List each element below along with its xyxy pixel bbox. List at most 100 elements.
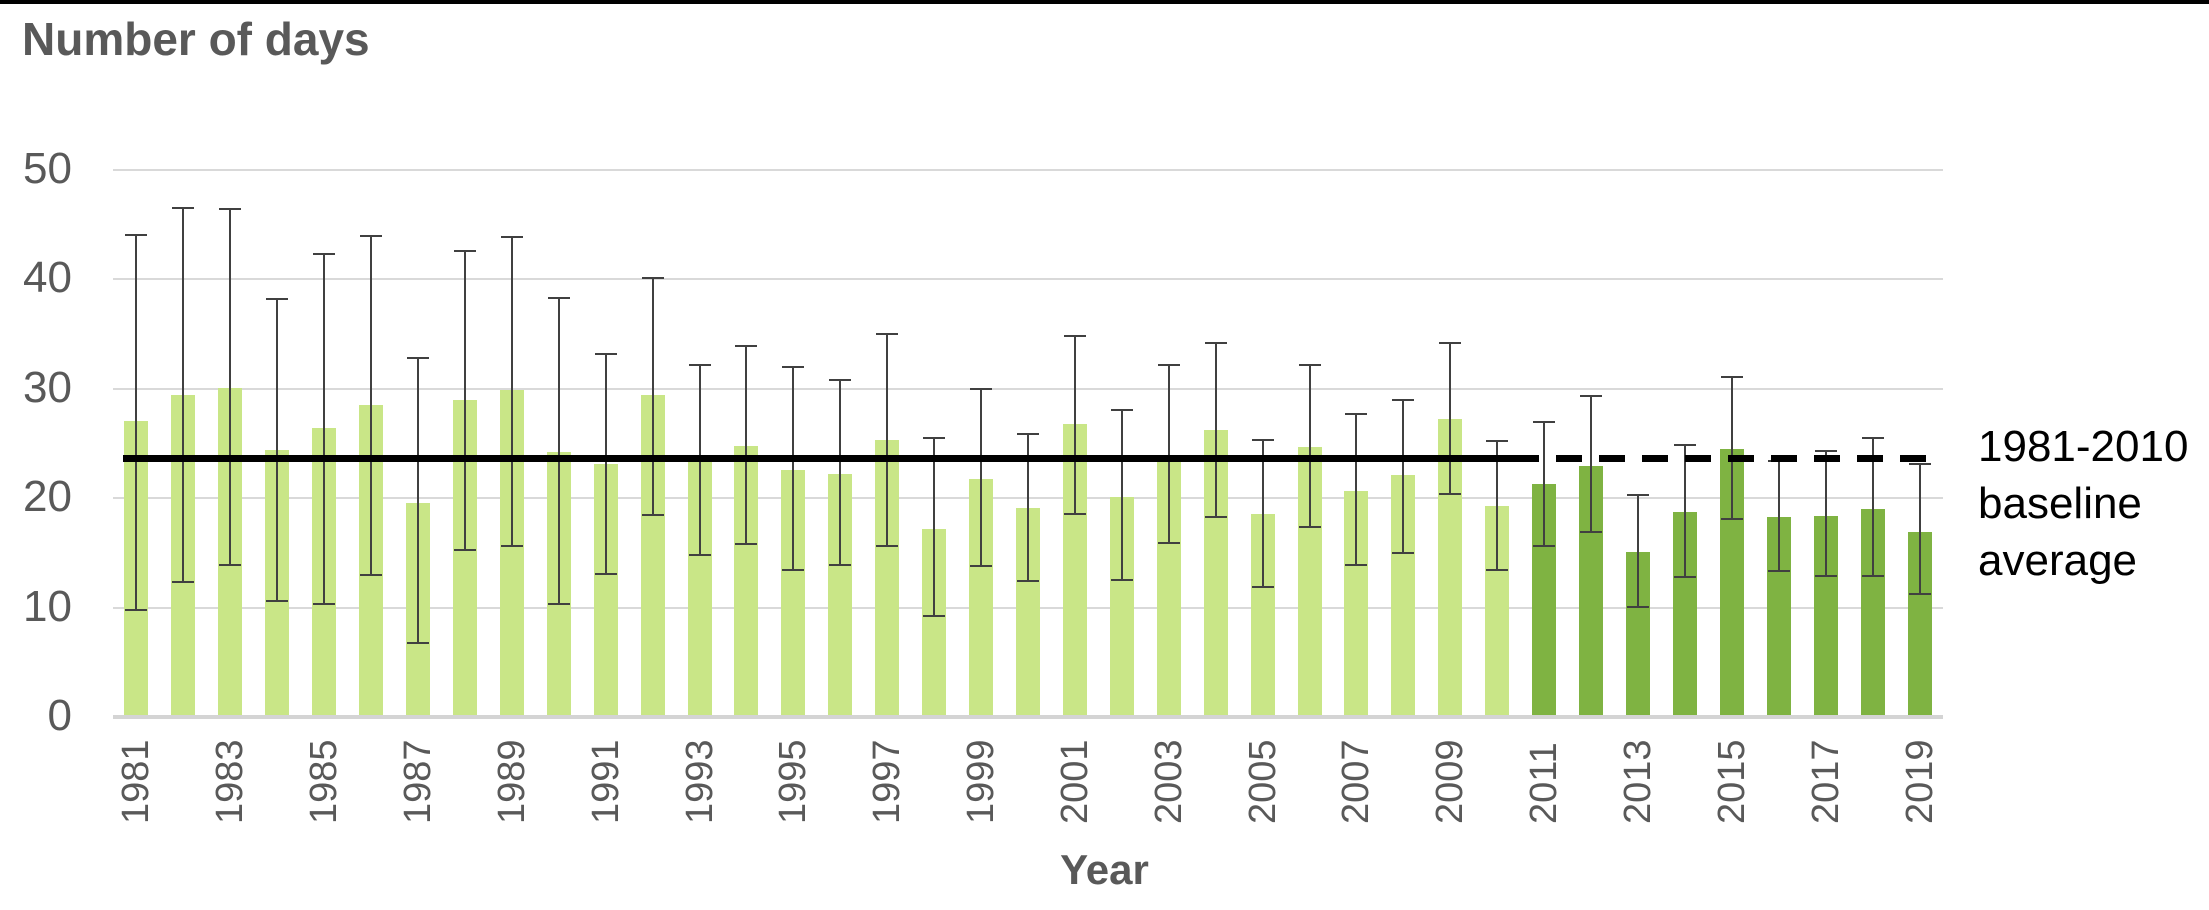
x-tick-2011: 2011: [1523, 742, 1566, 824]
error-cap-bottom-2013: [1627, 605, 1649, 608]
error-bar-2007: [1355, 413, 1358, 565]
error-bar-2000: [1027, 433, 1029, 582]
error-cap-top-1993: [688, 363, 711, 366]
error-bar-2018: [1871, 438, 1874, 576]
error-cap-top-2005: [1251, 439, 1274, 442]
error-cap-top-2007: [1345, 412, 1368, 415]
error-cap-top-2006: [1298, 363, 1321, 366]
error-cap-top-2018: [1861, 437, 1884, 440]
error-cap-top-1982: [172, 207, 195, 210]
x-tick-2005: 2005: [1241, 739, 1284, 824]
error-bar-2014: [1683, 444, 1686, 577]
error-bar-2009: [1449, 342, 1452, 494]
error-cap-top-1999: [970, 387, 993, 390]
error-cap-top-2015: [1720, 375, 1743, 378]
error-cap-bottom-1997: [876, 545, 899, 548]
error-cap-top-1997: [876, 333, 899, 336]
error-cap-bottom-1996: [829, 563, 852, 566]
plot-area: 0 10 20 30 40 50 1981 1983 1985 1987 1989 1991 1993 1…: [23, 144, 1943, 824]
error-cap-bottom-1993: [688, 554, 711, 557]
x-tick-2015: 2015: [1710, 739, 1753, 824]
y-tick-50: 50: [23, 144, 72, 193]
error-cap-bottom-2008: [1392, 551, 1415, 554]
x-axis-title: Year: [1060, 846, 1149, 893]
gridline-40: [113, 278, 1943, 281]
error-cap-top-2013: [1627, 493, 1649, 496]
error-cap-bottom-2000: [1017, 580, 1039, 583]
baseline-annotation: 1981-2010 baseline average: [1978, 422, 2189, 585]
error-cap-bottom-2016: [1767, 570, 1790, 573]
top-border: [0, 0, 2209, 4]
error-cap-top-1989: [500, 235, 523, 238]
x-tick-1985: 1985: [303, 739, 346, 824]
x-tick-2007: 2007: [1335, 739, 1378, 824]
x-tick-2019: 2019: [1898, 739, 1941, 824]
y-tick-30: 30: [23, 362, 72, 412]
error-cap-bottom-2012: [1580, 531, 1603, 534]
error-cap-top-2011: [1533, 420, 1556, 423]
error-cap-bottom-2014: [1673, 575, 1696, 578]
error-bar-2015: [1730, 376, 1733, 519]
error-cap-top-1992: [641, 277, 664, 280]
x-tick-1997: 1997: [866, 739, 909, 824]
error-cap-bottom-1990: [547, 603, 570, 606]
error-bar-2013: [1637, 494, 1639, 607]
error-cap-top-1981: [125, 233, 148, 236]
error-cap-top-1995: [782, 365, 805, 368]
error-bar-1987: [417, 358, 419, 643]
y-tick-10: 10: [23, 581, 72, 631]
error-bar-2001: [1073, 336, 1076, 514]
error-bar-2004: [1214, 342, 1217, 517]
error-bar-2012: [1590, 396, 1593, 533]
error-cap-bottom-1984: [266, 600, 289, 603]
error-bar-2006: [1308, 364, 1311, 527]
error-cap-bottom-2004: [1204, 515, 1227, 518]
baseline-dashed-line: [1513, 454, 1936, 462]
error-bar-1981: [135, 234, 138, 610]
error-cap-top-1990: [547, 296, 570, 299]
error-cap-bottom-1991: [594, 572, 617, 575]
error-cap-top-2002: [1110, 408, 1133, 411]
x-tick-1993: 1993: [678, 739, 721, 824]
error-bar-1995: [792, 366, 795, 571]
x-tick-1999: 1999: [960, 739, 1003, 824]
error-bar-2019: [1918, 464, 1921, 595]
error-cap-bottom-1998: [923, 615, 946, 618]
error-cap-top-1983: [219, 208, 242, 211]
error-cap-top-2004: [1204, 341, 1227, 344]
x-tick-2009: 2009: [1429, 739, 1472, 824]
error-cap-top-2009: [1439, 341, 1462, 344]
error-cap-bottom-2015: [1720, 517, 1743, 520]
error-bar-1988: [463, 250, 466, 550]
error-bar-1999: [980, 388, 983, 567]
error-cap-top-1994: [735, 345, 758, 348]
error-cap-bottom-2002: [1110, 579, 1133, 582]
error-cap-bottom-2003: [1157, 542, 1180, 545]
error-cap-top-1987: [407, 357, 429, 360]
error-bar-2010: [1496, 441, 1499, 571]
error-bar-2008: [1402, 399, 1405, 553]
error-bar-2011: [1543, 421, 1546, 547]
error-cap-bottom-1985: [313, 603, 336, 606]
error-cap-bottom-1999: [970, 565, 993, 568]
error-cap-bottom-2019: [1908, 593, 1931, 596]
error-cap-bottom-1987: [407, 641, 429, 644]
error-bar-1985: [323, 254, 326, 605]
error-cap-top-2019: [1908, 463, 1931, 466]
error-cap-bottom-2005: [1251, 585, 1274, 588]
error-cap-top-1996: [829, 379, 852, 382]
x-axis-line: [113, 715, 1943, 719]
gridline-30: [113, 387, 1943, 390]
x-tick-1991: 1991: [584, 739, 627, 824]
x-tick-1981: 1981: [115, 739, 158, 824]
error-cap-bottom-1986: [360, 573, 383, 576]
error-cap-bottom-2017: [1814, 574, 1837, 577]
error-cap-bottom-2007: [1345, 563, 1368, 566]
x-tick-1989: 1989: [490, 739, 533, 824]
error-cap-top-2014: [1673, 443, 1696, 446]
error-bar-1984: [276, 299, 279, 602]
error-cap-bottom-2011: [1533, 545, 1556, 548]
error-cap-bottom-1983: [219, 563, 242, 566]
error-cap-bottom-1988: [453, 548, 476, 551]
